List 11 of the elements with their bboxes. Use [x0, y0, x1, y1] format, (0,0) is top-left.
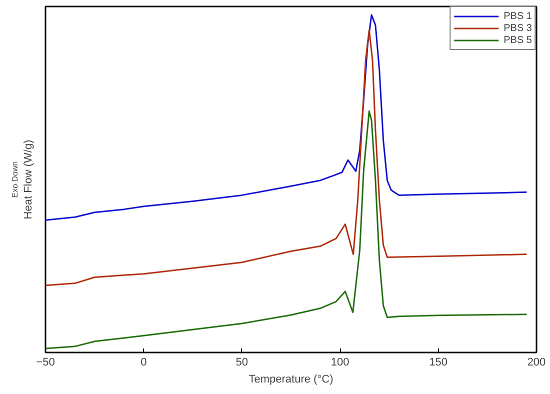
legend-label: PBS 5 [504, 34, 532, 46]
x-tick-label: 150 [429, 356, 448, 368]
y-axis-title: Heat Flow (W/g) Exo Down [10, 140, 34, 220]
x-tick-label: 200 [527, 356, 546, 368]
x-axis-title: Temperature (°C) [248, 374, 334, 386]
x-tick-label: 0 [140, 356, 147, 368]
legend-label: PBS 3 [504, 22, 532, 34]
x-tick-label: 50 [236, 356, 248, 368]
legend-label: PBS 1 [504, 10, 532, 22]
x-tick-label: 100 [330, 356, 350, 368]
x-tick-label: −50 [36, 356, 55, 368]
